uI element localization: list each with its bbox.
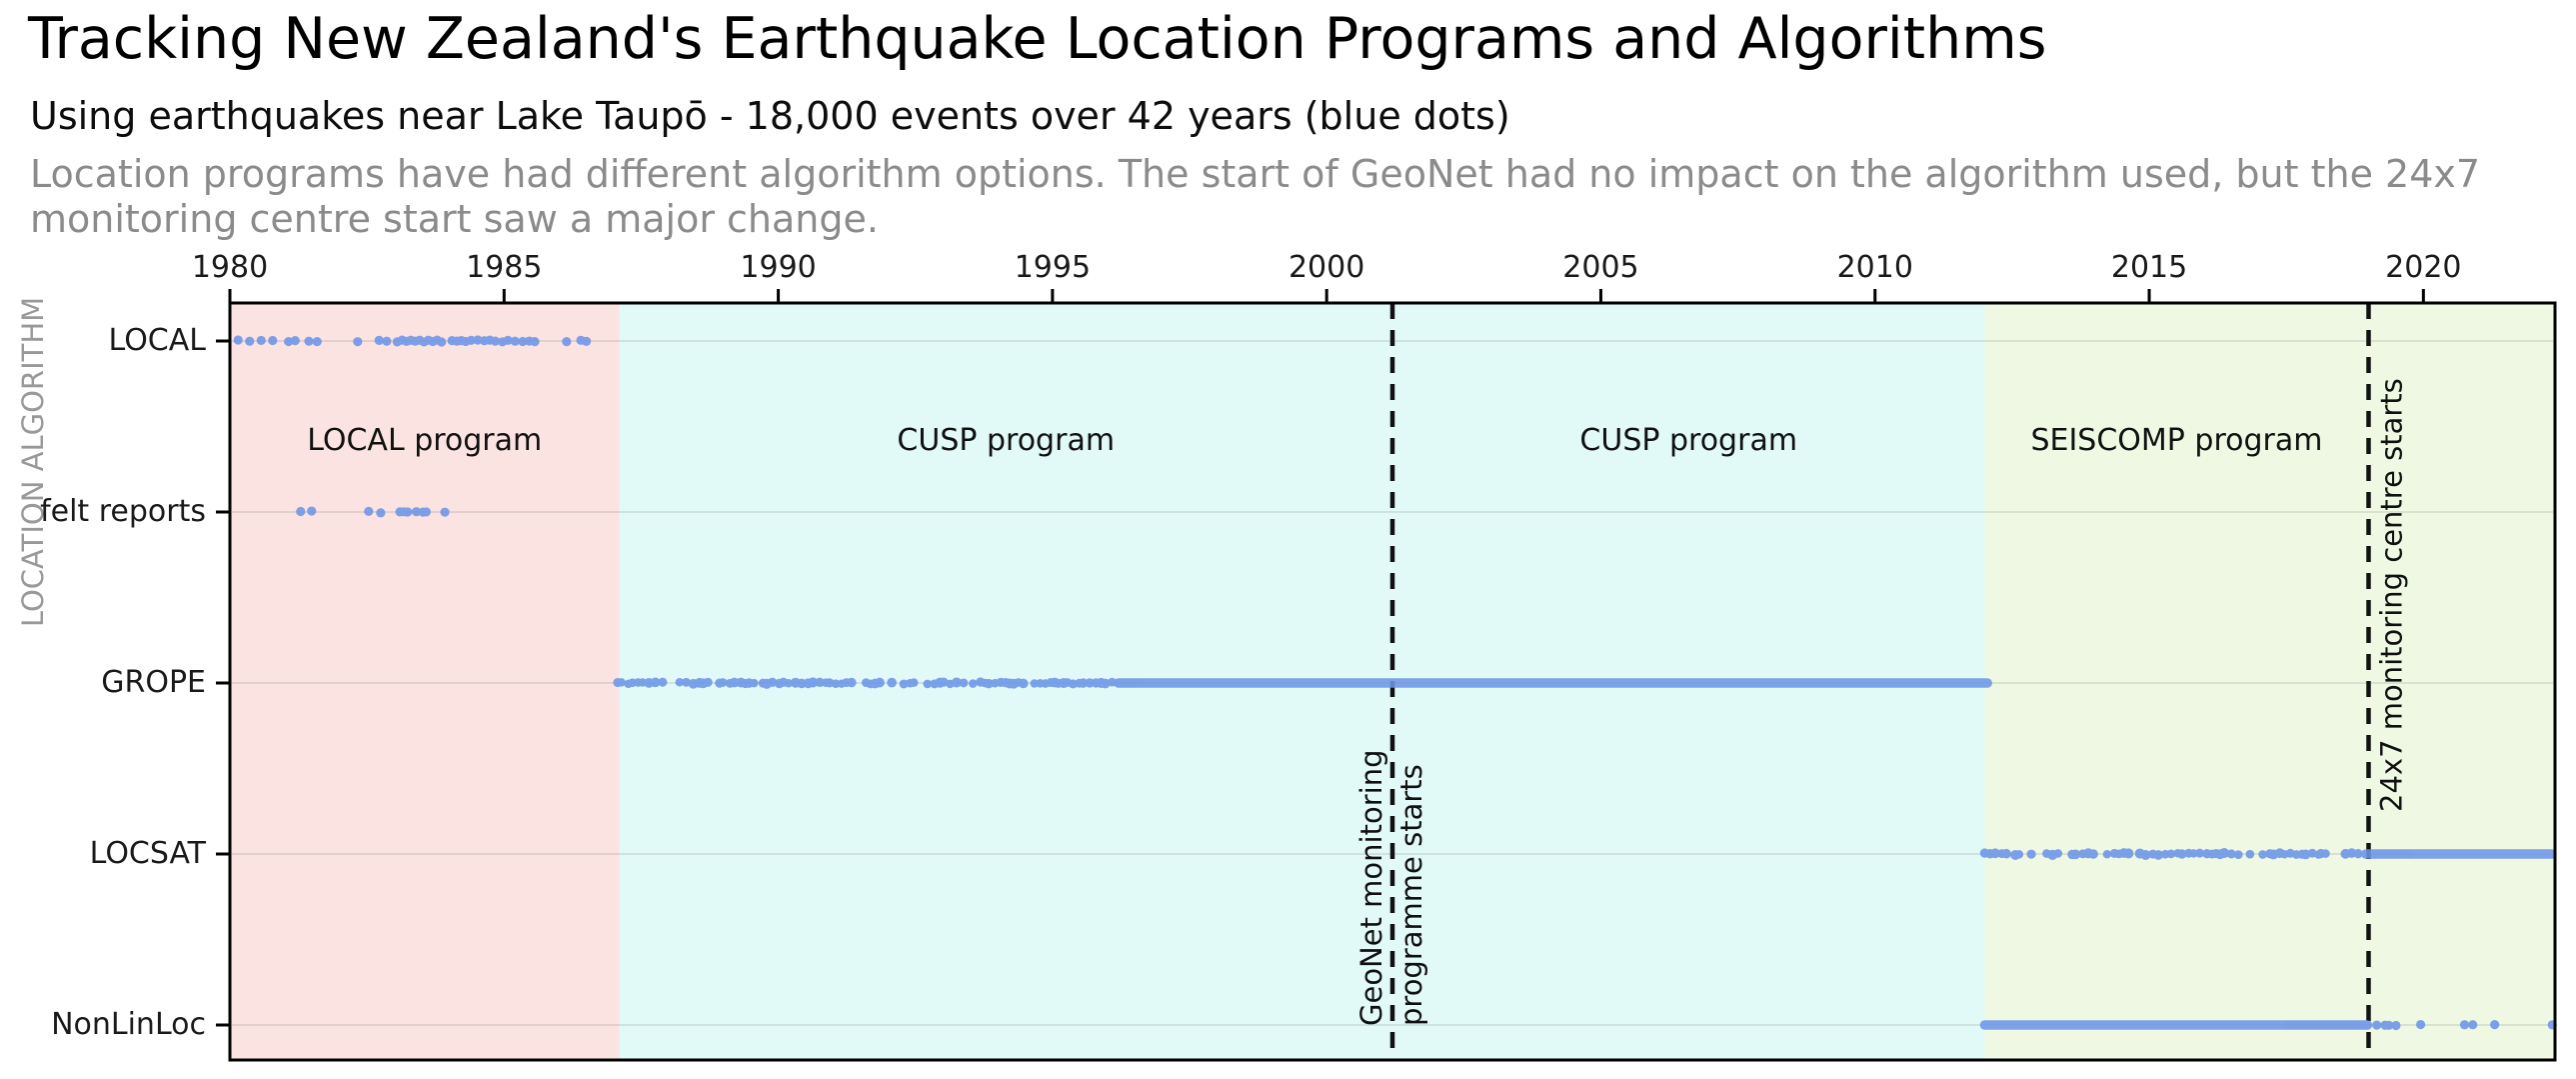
region-band	[230, 303, 620, 1060]
x-tick-label: 1995	[1014, 250, 1092, 285]
x-tick-label: 2015	[2110, 250, 2188, 285]
chart-title: Tracking New Zealand's Earthquake Locati…	[28, 6, 2047, 72]
region-label: CUSP program	[1579, 423, 1798, 458]
data-dots-local	[233, 335, 592, 347]
x-tick-label: 2000	[1288, 250, 1365, 285]
x-tick-label: 2010	[1836, 250, 1913, 285]
chart-description: Location programs have had different alg…	[30, 152, 2480, 242]
region-label: CUSP program	[897, 423, 1116, 458]
region-band	[1984, 303, 2555, 1060]
x-tick-label: 2020	[2385, 250, 2462, 285]
chart-description-line-2: monitoring centre start saw a major chan…	[30, 197, 879, 241]
data-dots-felt-reports	[296, 506, 450, 518]
region-label: LOCAL program	[307, 423, 543, 458]
region-label: SEISCOMP program	[2030, 423, 2323, 458]
chart-description-line-1: Location programs have had different alg…	[30, 152, 2481, 196]
x-tick-label: 1980	[191, 250, 269, 285]
data-dots-grope	[613, 677, 1992, 689]
chart-subtitle: Using earthquakes near Lake Taupō - 18,0…	[30, 94, 1510, 138]
x-tick-label: 1985	[466, 250, 543, 285]
y-tick-label: felt reports	[40, 494, 206, 529]
y-tick-label: NonLinLoc	[51, 1007, 206, 1042]
x-tick-label: 2005	[1562, 250, 1639, 285]
y-tick-label: LOCAL	[108, 323, 206, 358]
x-tick-label: 1990	[740, 250, 817, 285]
data-dots-locsat	[1979, 848, 2557, 861]
event-label: GeoNet monitoring programme starts	[1354, 750, 1428, 1027]
y-tick-label: LOCSAT	[89, 836, 206, 871]
y-tick-label: GROPE	[101, 665, 206, 700]
data-dots-nonlinloc	[1979, 1019, 2557, 1031]
event-label: 24x7 monitoring centre starts	[2374, 378, 2408, 812]
